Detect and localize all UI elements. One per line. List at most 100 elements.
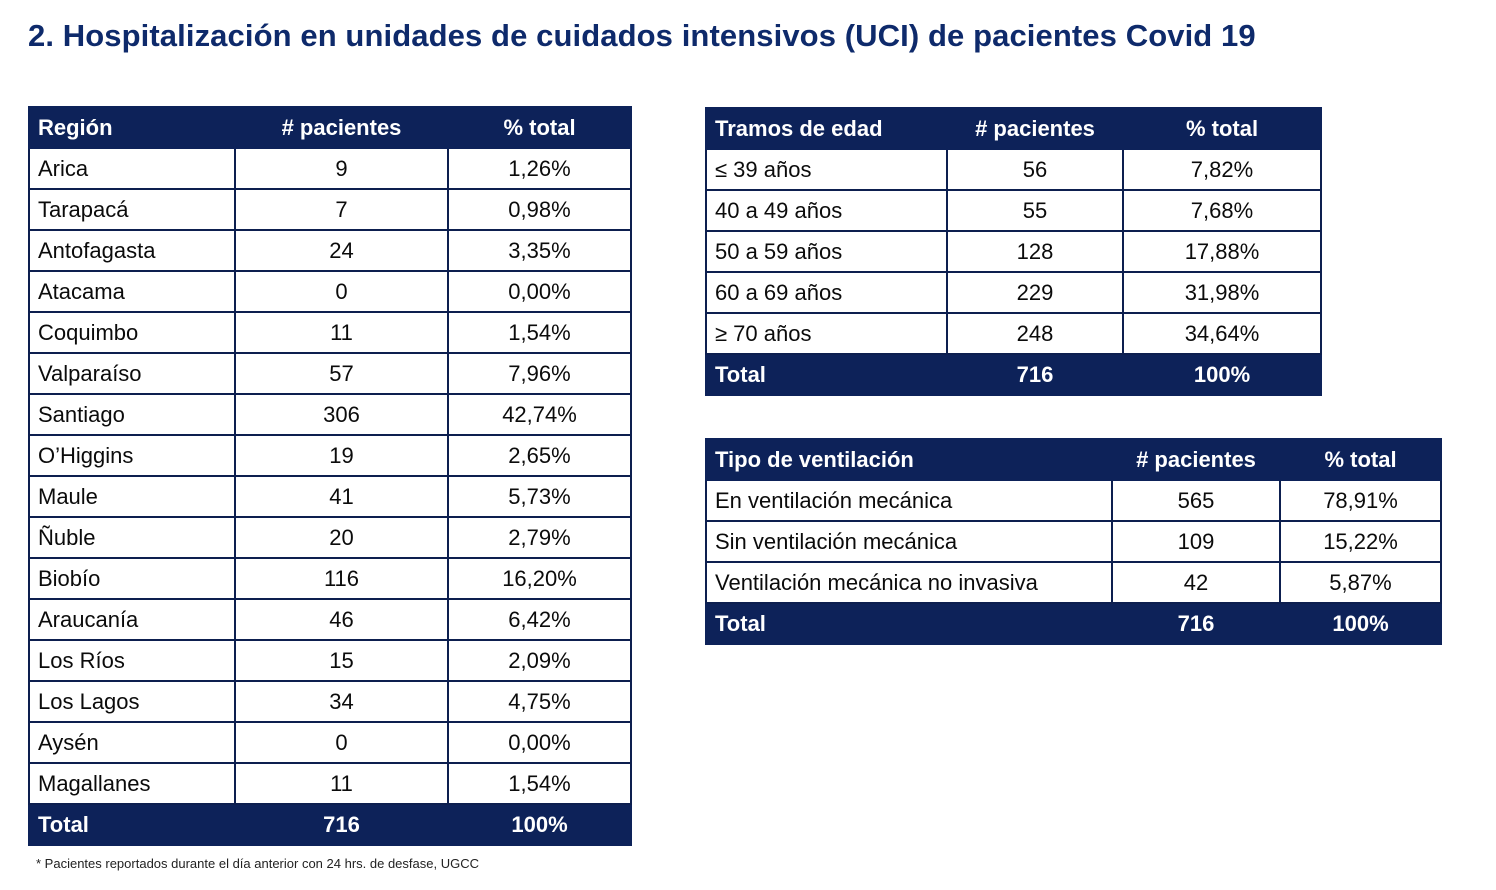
row-percent: 5,87% [1279,561,1442,604]
table-row: Magallanes 11 1,54% [28,762,632,805]
total-label: Total [705,602,1113,645]
row-label: Atacama [28,270,236,313]
row-percent: 42,74% [447,393,632,436]
table-row: Ventilación mecánica no invasiva 42 5,87% [705,561,1442,604]
total-percent: 100% [1279,602,1442,645]
column-header-ventilation-type: Tipo de ventilación [705,438,1113,481]
table-row: Biobío 116 16,20% [28,557,632,600]
table-row: Los Ríos 15 2,09% [28,639,632,682]
table-row: Atacama 0 0,00% [28,270,632,313]
age-table-body: ≤ 39 años 56 7,82% 40 a 49 años 55 7,68% 50 a … [705,148,1322,355]
table-row: 50 a 59 años 128 17,88% [705,230,1322,273]
total-patients: 716 [234,803,449,846]
total-patients: 716 [1111,602,1281,645]
row-label: En ventilación mecánica [705,479,1113,522]
row-label: 40 a 49 años [705,189,948,232]
row-percent: 15,22% [1279,520,1442,563]
row-patients: 41 [234,475,449,518]
row-percent: 16,20% [447,557,632,600]
column-header-patients: # pacientes [1111,438,1281,481]
table-row: Valparaíso 57 7,96% [28,352,632,395]
row-label: Araucanía [28,598,236,641]
row-label: 60 a 69 años [705,271,948,314]
row-percent: 78,91% [1279,479,1442,522]
row-label: Ventilación mecánica no invasiva [705,561,1113,604]
row-patients: 306 [234,393,449,436]
total-percent: 100% [1122,353,1322,396]
row-percent: 7,82% [1122,148,1322,191]
row-label: ≥ 70 años [705,312,948,355]
row-patients: 20 [234,516,449,559]
row-label: Maule [28,475,236,518]
row-patients: 109 [1111,520,1281,563]
table-row: En ventilación mecánica 565 78,91% [705,479,1442,522]
row-patients: 56 [946,148,1124,191]
table-row: Araucanía 46 6,42% [28,598,632,641]
row-percent: 6,42% [447,598,632,641]
row-label: Arica [28,147,236,190]
row-patients: 0 [234,721,449,764]
ventilation-table-body: En ventilación mecánica 565 78,91% Sin vent… [705,479,1442,604]
column-header-age-range: Tramos de edad [705,107,948,150]
row-patients: 248 [946,312,1124,355]
row-patients: 57 [234,352,449,395]
row-percent: 1,54% [447,311,632,354]
row-percent: 0,00% [447,270,632,313]
row-label: Magallanes [28,762,236,805]
row-label: Los Ríos [28,639,236,682]
row-patients: 11 [234,762,449,805]
row-percent: 7,68% [1122,189,1322,232]
row-percent: 17,88% [1122,230,1322,273]
row-percent: 0,98% [447,188,632,231]
row-percent: 4,75% [447,680,632,723]
row-patients: 46 [234,598,449,641]
row-percent: 34,64% [1122,312,1322,355]
row-percent: 2,79% [447,516,632,559]
row-patients: 9 [234,147,449,190]
row-percent: 1,26% [447,147,632,190]
row-patients: 565 [1111,479,1281,522]
row-patients: 55 [946,189,1124,232]
row-patients: 11 [234,311,449,354]
row-label: Ñuble [28,516,236,559]
row-percent: 5,73% [447,475,632,518]
row-percent: 2,09% [447,639,632,682]
total-row: Total 716 100% [28,803,632,846]
row-patients: 128 [946,230,1124,273]
row-label: Aysén [28,721,236,764]
row-label: O’Higgins [28,434,236,477]
page-title: 2. Hospitalización en unidades de cuidad… [28,18,1256,53]
column-header-percent: % total [1279,438,1442,481]
row-patients: 24 [234,229,449,272]
total-row: Total 716 100% [705,353,1322,396]
table-row: Arica 9 1,26% [28,147,632,190]
row-label: Santiago [28,393,236,436]
column-header-percent: % total [1122,107,1322,150]
row-label: Valparaíso [28,352,236,395]
table-row: Aysén 0 0,00% [28,721,632,764]
total-label: Total [705,353,948,396]
table-row: Sin ventilación mecánica 109 15,22% [705,520,1442,563]
row-percent: 2,65% [447,434,632,477]
row-percent: 1,54% [447,762,632,805]
table-header-row: Región # pacientes % total [28,106,632,149]
table-row: 40 a 49 años 55 7,68% [705,189,1322,232]
column-header-patients: # pacientes [234,106,449,149]
row-percent: 0,00% [447,721,632,764]
row-label: Tarapacá [28,188,236,231]
table-header-row: Tipo de ventilación # pacientes % total [705,438,1442,481]
footnote: * Pacientes reportados durante el día an… [36,856,479,871]
table-row: Tarapacá 7 0,98% [28,188,632,231]
column-header-region: Región [28,106,236,149]
row-label: 50 a 59 años [705,230,948,273]
table-row: Antofagasta 24 3,35% [28,229,632,272]
row-label: ≤ 39 años [705,148,948,191]
row-patients: 42 [1111,561,1281,604]
column-header-patients: # pacientes [946,107,1124,150]
row-label: Biobío [28,557,236,600]
table-row: Coquimbo 11 1,54% [28,311,632,354]
table-row: ≤ 39 años 56 7,82% [705,148,1322,191]
table-header-row: Tramos de edad # pacientes % total [705,107,1322,150]
table-row: Santiago 306 42,74% [28,393,632,436]
ventilation-table: Tipo de ventilación # pacientes % total … [705,438,1442,645]
